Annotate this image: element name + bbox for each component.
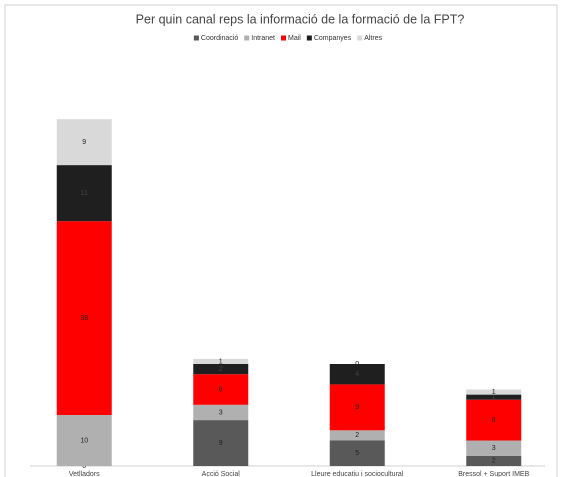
bar-segment [56, 119, 112, 166]
data-label: 11 [81, 190, 88, 197]
bar-segment [466, 455, 522, 466]
legend-label: Mail [288, 35, 301, 42]
x-tick-label: Acció Social [202, 471, 241, 477]
bar-segment [466, 389, 522, 395]
bar-segment [329, 364, 385, 385]
bar-segment [193, 364, 249, 375]
legend-item: Mail [281, 35, 301, 42]
data-label: 9 [355, 404, 359, 411]
legend-item: Coordinació [193, 35, 238, 42]
legend-label: Intranet [251, 35, 275, 42]
x-tick-label: Bressol + Suport IMEB [458, 471, 529, 477]
bar-segment [56, 221, 112, 415]
data-label: 9 [82, 139, 86, 146]
chart-frame [4, 4, 558, 477]
legend-label: Companyes [314, 35, 352, 42]
legend-swatch [281, 35, 286, 41]
data-label: 0 [82, 463, 86, 470]
legend-label: Coordinació [201, 35, 238, 42]
bar-segment [466, 399, 522, 441]
data-label: 1 [492, 394, 496, 401]
data-label: 9 [219, 440, 223, 447]
bar-segment [466, 394, 522, 400]
bar-segment [56, 165, 112, 222]
legend-item: Intranet [244, 35, 275, 42]
data-label: 0 [355, 361, 359, 368]
bar-segment [193, 358, 249, 364]
bar-segment [329, 430, 385, 441]
data-label: 6 [219, 386, 223, 393]
bar-segment [193, 420, 249, 466]
bar-segment [56, 415, 112, 466]
legend: Coordinació Intranet Mail Companyes Altres [193, 35, 383, 42]
data-label: 5 [355, 450, 359, 457]
bar-segment [193, 374, 249, 405]
data-label: 10 [80, 437, 88, 444]
x-tick-label: Lleure educatiu i sociocultural [311, 471, 404, 477]
legend-swatch [357, 35, 363, 41]
bar-segment [329, 440, 385, 466]
bar-segment [466, 440, 522, 456]
legend-item: Altres [357, 35, 383, 42]
chart-title: Per quin canal reps la informació de la … [136, 12, 465, 26]
bar-segment [193, 404, 249, 421]
legend-swatch [306, 35, 312, 41]
data-label: 8 [492, 417, 496, 424]
data-label: 1 [219, 358, 223, 365]
data-label: 38 [80, 315, 88, 322]
bar-segment [329, 384, 385, 431]
data-label: 2 [492, 458, 496, 465]
legend-swatch [193, 35, 199, 41]
legend-item: Companyes [306, 35, 352, 42]
x-tick-label: Vetlladors [69, 471, 100, 477]
legend-swatch [244, 35, 250, 41]
data-label: 3 [492, 445, 496, 452]
data-label: 2 [355, 432, 359, 439]
data-label: 3 [219, 409, 223, 416]
legend-label: Altres [364, 35, 382, 42]
data-label: 4 [355, 371, 359, 378]
data-label: 1 [492, 389, 496, 396]
data-label: 2 [219, 366, 223, 373]
